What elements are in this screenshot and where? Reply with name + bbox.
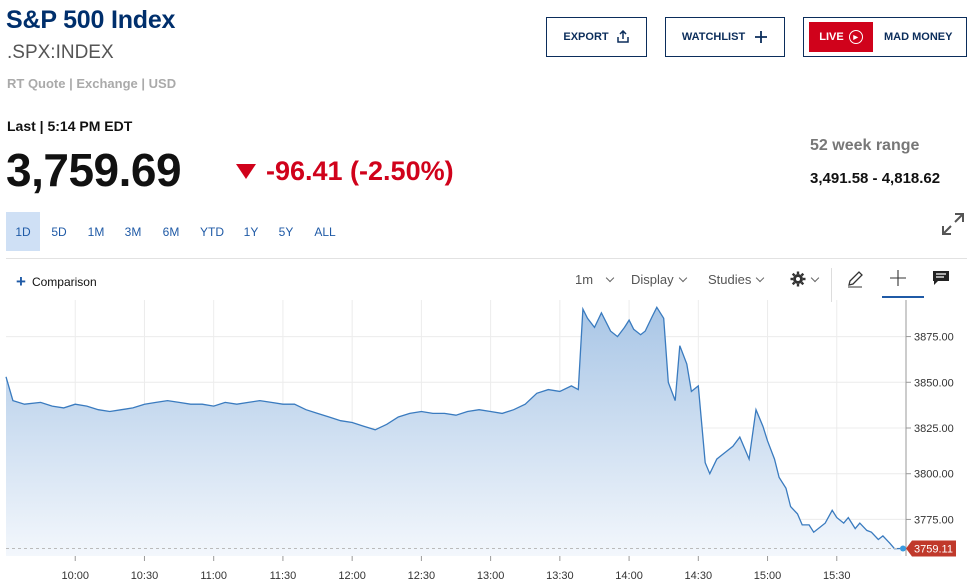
mad-money-button[interactable]: LIVE ▶ MAD MONEY (803, 17, 967, 57)
price-chart[interactable]: 3775.00 3800.00 3825.00 3850.00 3875.00 10:0… (0, 300, 970, 587)
chevron-down-icon (678, 273, 687, 283)
live-label: LIVE (819, 31, 844, 43)
expand-icon[interactable] (940, 211, 966, 237)
export-button[interactable]: EXPORT (546, 17, 647, 57)
x-tick-label: 12:00 (338, 570, 366, 582)
range-value: 3,491.58 - 4,818.62 (810, 170, 941, 187)
x-tick-label: 13:00 (477, 570, 505, 582)
crosshair-icon[interactable] (889, 269, 907, 287)
y-tick-label: 3875.00 (914, 332, 954, 344)
y-tick-label: 3775.00 (914, 514, 954, 526)
tab-1y[interactable]: 1Y (243, 224, 259, 239)
last-value-flag (906, 540, 956, 557)
x-axis-labels: 10:00 10:30 11:00 11:30 12:00 12:30 13:00 13:30… (61, 556, 851, 582)
settings-button[interactable] (790, 271, 820, 287)
price-area (6, 307, 902, 556)
plus-icon (755, 31, 768, 43)
play-icon: ▶ (848, 30, 863, 44)
tab-1d[interactable]: 1D (6, 212, 40, 251)
interval-label: 1m (575, 272, 594, 287)
studies-dropdown[interactable]: Studies (708, 272, 765, 287)
tab-6m[interactable]: 6M (162, 224, 180, 239)
crosshair-active-indicator (882, 296, 924, 298)
x-tick-label: 10:30 (131, 570, 159, 582)
x-tick-label: 11:30 (270, 570, 297, 582)
price-change-value: -96.41 (-2.50%) (266, 156, 454, 186)
last-price: 3,759.69 (6, 144, 182, 196)
studies-label: Studies (708, 272, 752, 287)
comparison-label: Comparison (31, 275, 97, 289)
last-value-label: 3759.11 (914, 543, 953, 555)
tab-5y[interactable]: 5Y (278, 224, 294, 239)
gear-icon (790, 271, 806, 287)
comment-icon[interactable] (932, 270, 950, 286)
watchlist-button[interactable]: WATCHLIST (665, 17, 785, 57)
pencil-icon[interactable] (846, 270, 864, 288)
y-tick-label: 3825.00 (914, 423, 954, 435)
y-tick-label: 3850.00 (914, 377, 954, 389)
share-icon (616, 30, 629, 43)
x-tick-label: 15:30 (823, 570, 851, 582)
x-tick-label: 10:00 (61, 570, 89, 582)
price-change: -96.41 (-2.50%) (236, 156, 454, 187)
comparison-button[interactable]: + Comparison (16, 272, 97, 291)
chevron-down-icon (810, 273, 820, 282)
quote-type-label: RT Quote | Exchange | USD (7, 76, 177, 91)
y-axis-labels: 3775.00 3800.00 3825.00 3850.00 3875.00 (906, 332, 954, 526)
page-title: S&P 500 Index (6, 6, 176, 34)
mad-money-label: MAD MONEY (884, 31, 953, 43)
y-tick-label: 3800.00 (914, 469, 954, 481)
tab-all[interactable]: ALL (314, 224, 336, 239)
chart-top-divider (6, 258, 967, 259)
range-label: 52 week range (810, 137, 920, 154)
live-badge: LIVE ▶ (809, 22, 873, 52)
watchlist-label: WATCHLIST (681, 31, 746, 43)
x-tick-label: 14:30 (685, 570, 713, 582)
display-dropdown[interactable]: Display (631, 272, 687, 287)
x-tick-label: 13:30 (546, 570, 574, 582)
x-tick-label: 15:00 (754, 570, 782, 582)
tab-ytd[interactable]: YTD (200, 224, 224, 239)
toolbar-divider (831, 268, 832, 302)
x-tick-label: 11:00 (200, 570, 227, 582)
price-line (5, 305, 902, 550)
chevron-down-icon (605, 273, 615, 283)
tab-5d[interactable]: 5D (51, 224, 67, 239)
interval-dropdown[interactable]: 1m (575, 272, 615, 287)
x-tick-label: 12:30 (408, 570, 436, 582)
last-value-dot (900, 545, 906, 552)
down-arrow-icon (236, 164, 256, 179)
chevron-down-icon (756, 273, 765, 283)
ticker-symbol: .SPX:INDEX (7, 42, 114, 63)
display-label: Display (631, 272, 674, 287)
timeframe-tabs: 1D 5D 1M 3M 6M YTD 1Y 5Y ALL (6, 212, 346, 251)
tab-1m[interactable]: 1M (87, 224, 105, 239)
export-label: EXPORT (563, 31, 609, 43)
last-update-label: Last | 5:14 PM EDT (7, 118, 133, 134)
tab-3m[interactable]: 3M (124, 224, 142, 239)
x-tick-label: 14:00 (615, 570, 643, 582)
last-value-badge: 3759.11 (900, 540, 956, 557)
plus-icon: + (16, 272, 26, 291)
